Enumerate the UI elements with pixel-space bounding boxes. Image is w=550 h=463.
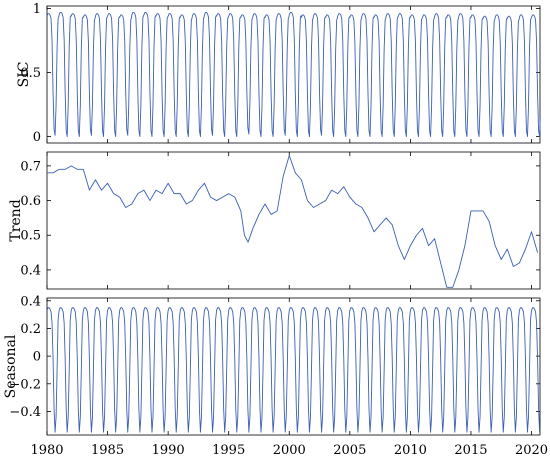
trend-panel: 0.4 0.5 0.6 0.7 Trend [8, 151, 541, 290]
y-tick-label: 0.4 [20, 263, 41, 278]
y-axis-title: Seasonal [3, 334, 19, 398]
sic-panel: 0 0.5 1 SIC [16, 2, 541, 145]
x-tick-label: 1985 [91, 443, 124, 458]
x-tick-label: 1990 [152, 443, 185, 458]
series-line [46, 11, 541, 138]
y-tick-label: 0.5 [20, 229, 41, 244]
y-tick-label: 0.5 [20, 66, 41, 81]
plot-frame [46, 151, 541, 290]
y-tick-label: −0.4 [9, 405, 41, 420]
x-tick-label: 1995 [212, 443, 245, 458]
y-tick-label: 0.2 [20, 322, 41, 337]
x-tick-label: 2000 [273, 443, 306, 458]
y-tick-label: 0 [33, 350, 41, 365]
x-tick-label: 2020 [515, 443, 548, 458]
plot-frame [46, 5, 541, 144]
x-tick-label: 2015 [454, 443, 487, 458]
x-tick-label: 2005 [333, 443, 366, 458]
y-tick-label: −0.2 [9, 377, 41, 392]
plot-frame [46, 297, 541, 436]
y-axis-title: Trend [8, 199, 24, 241]
y-tick-label: 0 [33, 130, 41, 145]
seasonal-panel: −0.4 −0.2 0 0.2 0.4 1980 1985 1990 1995 2000 2005 2… [3, 294, 548, 458]
x-tick-label: 1980 [30, 443, 63, 458]
series-line [46, 307, 541, 433]
y-tick-label: 0.4 [20, 294, 41, 309]
x-tick-label: 2010 [394, 443, 427, 458]
y-tick-label: 1 [33, 2, 41, 17]
y-tick-label: 0.6 [20, 194, 41, 209]
y-axis-title: SIC [16, 62, 32, 88]
y-tick-label: 0.7 [20, 159, 41, 174]
series-line [47, 155, 539, 288]
